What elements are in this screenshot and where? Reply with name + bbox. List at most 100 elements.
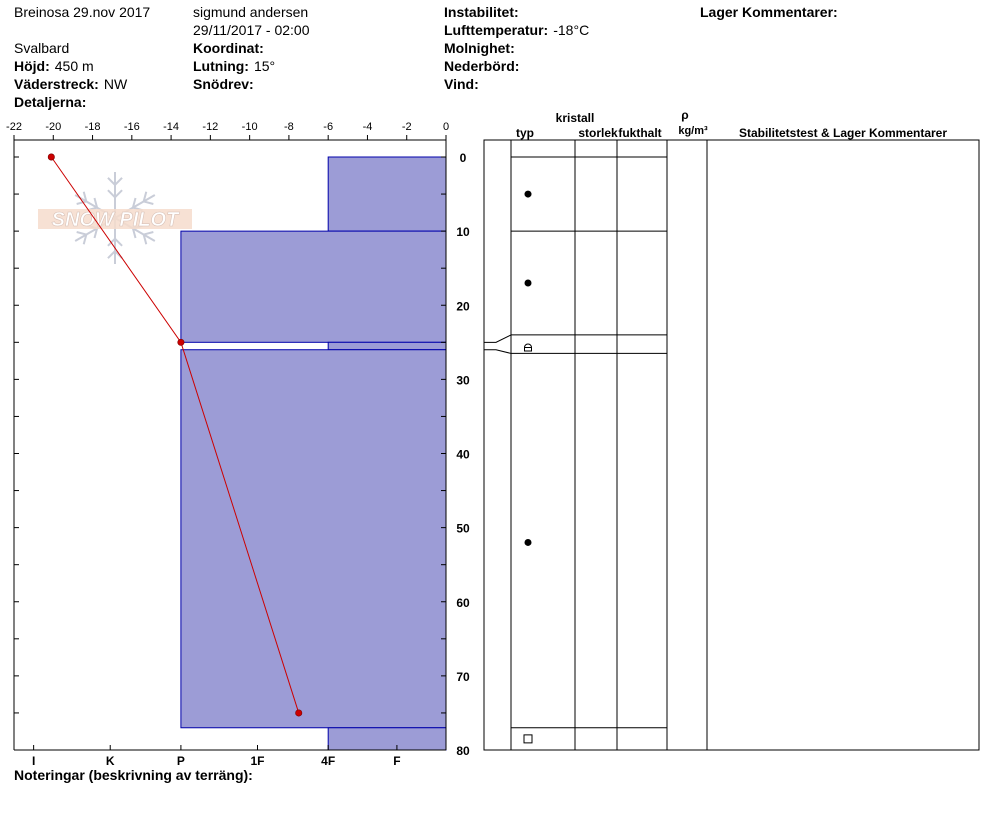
depth-tick-label: 70: [456, 670, 470, 684]
hardness-tick-label: K: [106, 754, 115, 768]
observation-datetime: 29/11/2017 - 02:00: [193, 22, 310, 38]
col-type-header: typ: [516, 126, 534, 140]
snowflake-branch: [131, 228, 137, 239]
elevation: Höjd: 450 m: [14, 58, 94, 75]
snowflake-branch: [76, 200, 87, 205]
cloud-label: Molnighet:: [444, 40, 515, 56]
col-stability-header: Stabilitetstest & Lager Kommentarer: [739, 126, 947, 140]
temperature-axis: -22 -20 -18 -16 -14 -12 -10 -8 -6 -4 -2 0: [6, 121, 449, 140]
temperature-point: [295, 709, 303, 717]
temp-tick-label: -16: [124, 121, 140, 133]
table-border: [483, 139, 980, 751]
grain-symbols: [523, 190, 533, 744]
snowflake-branch: [143, 200, 154, 205]
aspect-label: Väderstreck:: [14, 76, 99, 92]
coordinate-label: Koordinat:: [193, 40, 264, 56]
notes-label: Noteringar (beskrivning av terräng):: [14, 767, 253, 783]
faceted-crystals-icon: [523, 734, 533, 744]
snowflake-branch: [82, 191, 88, 202]
temp-tick-label: 0: [443, 121, 449, 133]
hardness-layer-bar: [327, 727, 447, 751]
rounded-grains-icon: [524, 190, 532, 198]
logo-band: [38, 209, 192, 229]
wind-label: Vind:: [444, 76, 479, 92]
elevation-label: Höjd:: [14, 58, 50, 74]
col-rho-header: ρ: [681, 108, 688, 122]
hardness-layers: [180, 156, 447, 751]
depth-tick-label: 10: [456, 225, 470, 239]
logo-text: SNOW PILOT: [52, 209, 180, 231]
snowflake-branch: [107, 250, 116, 259]
col-crystal-header: kristall: [556, 111, 595, 125]
temp-tick-label: -14: [163, 121, 179, 133]
hardness-layer-bar: [180, 230, 447, 343]
hardness-layer-bar: [180, 349, 447, 729]
region: Svalbard: [14, 40, 70, 56]
snowflake-branch: [82, 234, 88, 245]
hardness-tick-label: I: [32, 754, 35, 768]
details-label: Detaljerna:: [14, 94, 87, 110]
snowflake-branch: [93, 197, 99, 208]
rounded-grains-icon: [524, 538, 532, 546]
faceted-rounded-icon: [524, 343, 532, 352]
hardness-tick-label: 4F: [321, 754, 335, 768]
depth-tick-label: 0: [460, 151, 467, 165]
slope-label: Lutning:: [193, 58, 249, 74]
snow-pilot-logo: SNOW PILOT: [38, 172, 192, 264]
snowflake-branch: [76, 231, 87, 236]
layer-table: typ kristall storlek fukthalt ρ kg/m³ St…: [483, 108, 980, 751]
temperature-profile: [47, 153, 303, 717]
snowflake-branch: [114, 237, 123, 247]
temperature-point: [177, 338, 185, 346]
snowflake-branch: [114, 177, 123, 186]
layer-connector: [484, 349, 512, 354]
observer-name: sigmund andersen: [193, 4, 309, 20]
slope-value: 15°: [253, 58, 276, 74]
temp-tick-label: -6: [323, 121, 333, 133]
aspect: Väderstreck: NW: [14, 76, 127, 93]
site-date: Breinosa 29.nov 2017: [14, 4, 151, 20]
temp-tick-label: -10: [242, 121, 258, 133]
rounded-grains-icon: [524, 279, 532, 287]
temp-tick-label: -2: [402, 121, 412, 133]
temperature-point: [47, 153, 55, 161]
depth-tick-label: 40: [456, 448, 470, 462]
depth-tick-label: 20: [456, 299, 470, 313]
snowflake-branch: [142, 234, 148, 245]
col-size-header: storlek: [578, 126, 618, 140]
temp-tick-label: -8: [284, 121, 294, 133]
hardness-tick-label: 1F: [250, 754, 264, 768]
snowflake-branch: [131, 197, 137, 208]
hardness-tick-label: P: [177, 754, 185, 768]
snowflake-branch: [107, 189, 116, 199]
snowflake-branch: [93, 228, 99, 239]
hardness-tick-label: F: [393, 754, 400, 768]
temp-tick-label: -18: [85, 121, 101, 133]
temp-tick-label: -20: [45, 121, 61, 133]
layer-comments-label: Lager Kommentarer:: [700, 4, 838, 20]
temp-tick-label: -4: [363, 121, 373, 133]
layer-connector: [484, 334, 512, 343]
snowflake-branch: [142, 191, 148, 202]
slope: Lutning: 15°: [193, 58, 275, 75]
col-density-unit: kg/m³: [678, 125, 708, 137]
snowflake-branch: [107, 177, 116, 186]
temp-tick-label: -12: [202, 121, 218, 133]
hardness-axis: I K P 1F 4F F: [32, 745, 401, 768]
air-temperature-value: -18°C: [553, 22, 590, 38]
chart-frame: [13, 139, 447, 751]
snowflake-branch: [114, 189, 123, 199]
hardness-layer-bar: [327, 156, 447, 232]
hardness-layer-bar: [327, 341, 447, 351]
temp-tick-label: -22: [6, 121, 22, 133]
depth-tick-label: 30: [456, 373, 470, 387]
snowflake-branch: [143, 231, 154, 236]
elevation-value: 450 m: [54, 58, 94, 74]
precipitation-label: Nederbörd:: [444, 58, 520, 74]
air-temperature-label: Lufttemperatur:: [444, 22, 549, 38]
table-rows: [484, 156, 667, 729]
depth-tick-label: 50: [456, 522, 470, 536]
depth-tick-label: 60: [456, 596, 470, 610]
depth-tick-label: 80: [456, 744, 470, 758]
